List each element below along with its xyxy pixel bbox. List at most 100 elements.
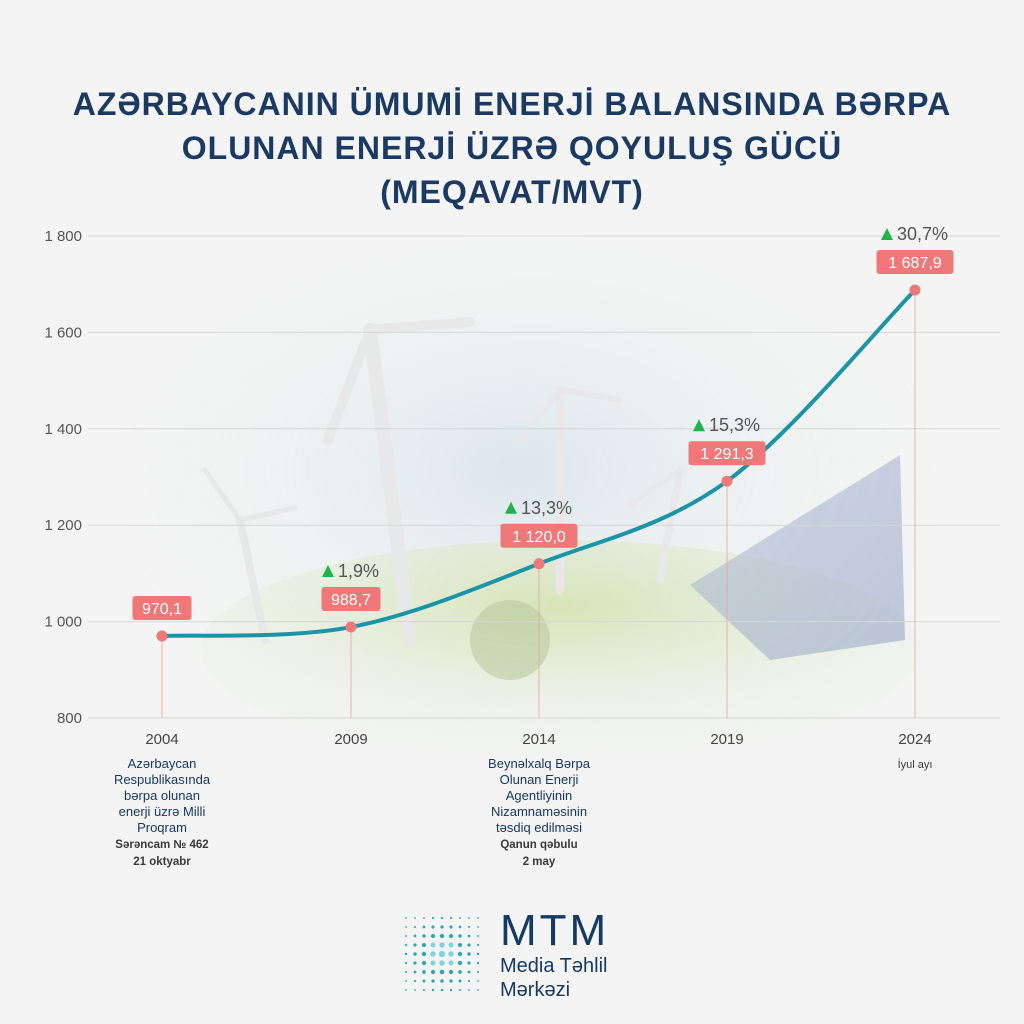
logo-brand: MTM — [500, 906, 610, 955]
logo-dot — [467, 979, 471, 983]
up-arrow-icon — [505, 501, 517, 514]
logo-dot — [404, 943, 408, 947]
logo-dot — [413, 979, 417, 983]
data-points — [156, 284, 921, 642]
logo-dot — [448, 951, 454, 957]
logo-dot — [467, 943, 471, 947]
logo-dot — [421, 951, 427, 957]
annotation-subtext: İyul ayı — [897, 759, 933, 771]
logo-dot — [458, 970, 462, 974]
logo-dot — [458, 925, 462, 929]
value-label: 988,7 — [331, 592, 371, 609]
logo-dot — [414, 917, 416, 919]
logo-dot — [477, 917, 479, 919]
data-point — [721, 475, 733, 487]
x-tick-label: 2024 — [898, 731, 931, 748]
mtm-logo-mark — [404, 916, 480, 992]
annotation-text: Respublikasında — [113, 772, 211, 787]
logo-dot — [431, 979, 435, 983]
logo-dot — [449, 916, 453, 920]
growth-label: 13,3% — [521, 498, 572, 518]
x-tick-label: 2004 — [145, 731, 178, 748]
series-line — [160, 288, 917, 639]
logo-line-2: Mərkəzi — [500, 979, 571, 1001]
logo-dot — [405, 989, 407, 991]
annotation-text: enerji üzrə Milli — [118, 804, 206, 819]
annotation-subtext: 21 oktyabr — [133, 856, 191, 868]
up-arrow-icon — [693, 419, 705, 432]
logo-dot — [431, 925, 435, 929]
x-tick-label: 2009 — [334, 731, 367, 748]
annotation-subtext: 2 may — [522, 856, 556, 868]
x-annotation: İyul ayı — [850, 756, 980, 773]
logo-dot — [449, 979, 453, 983]
chart-title: AZƏRBAYCANIN ÜMUMİ ENERJİ BALANSINDA BƏR… — [0, 82, 1024, 214]
x-annotation: Azərbaycan Respublikasında bərpa olunan ene… — [97, 756, 227, 870]
logo-dot — [413, 970, 417, 974]
logo-dot — [430, 960, 436, 966]
logo-dot — [431, 916, 435, 920]
growth-label: 15,3% — [709, 415, 760, 435]
logo-dot — [414, 989, 416, 991]
logo-dot — [458, 988, 462, 992]
data-point — [345, 621, 357, 633]
data-labels: 970,1 988,7 1,9% 1 120,0 13,3% 1 291,3 15,3% 1 … — [132, 224, 954, 621]
title-line-1: AZƏRBAYCANIN ÜMUMİ ENERJİ BALANSINDA BƏR… — [72, 86, 952, 122]
logo-dot — [413, 943, 417, 947]
growth-label: 1,9% — [338, 561, 379, 581]
logo-dot — [430, 942, 436, 948]
logo-dot — [404, 961, 408, 965]
x-annotation: Beynəlxalq Bərpa Olunan Enerji Agentliyini… — [474, 756, 604, 870]
logo-dot — [457, 951, 463, 957]
value-label: 1 291,3 — [700, 446, 753, 463]
logo-dot — [476, 952, 480, 956]
drop-lines — [161, 290, 916, 718]
up-arrow-icon — [322, 565, 334, 578]
logo-dot — [413, 925, 417, 929]
logo-dot — [468, 917, 470, 919]
annotation-text: Beynəlxalq Bərpa — [488, 756, 590, 771]
logo-dot — [476, 961, 480, 965]
logo-dot — [440, 979, 444, 983]
title-line-3: (MEQAVAT/MVT) — [380, 174, 644, 210]
logo-dot — [413, 952, 417, 956]
logo-dot — [405, 935, 407, 937]
logo-dot — [439, 969, 445, 975]
logo-dot — [413, 961, 417, 965]
logo-line-1: Media Təhlil — [500, 955, 608, 977]
up-arrow-icon — [881, 228, 893, 241]
logo-dot — [422, 970, 426, 974]
value-label-box — [876, 250, 954, 275]
x-tick-label: 2019 — [710, 731, 743, 748]
data-point — [909, 284, 921, 296]
logo-dot — [448, 969, 454, 975]
y-tick-label: 1 000 — [44, 614, 82, 631]
logo-dot — [459, 917, 461, 919]
logo-dot — [458, 979, 462, 983]
logo-dot — [467, 970, 471, 974]
logo-dot — [422, 925, 426, 929]
annotation-subtext: Qanun qəbulu — [500, 839, 578, 851]
value-label: 970,1 — [142, 601, 182, 618]
logo-dot — [405, 926, 407, 928]
annotation-text: Proqram — [137, 820, 187, 835]
annotation-subtext: Sərəncam № 462 — [115, 839, 209, 851]
logo-dot — [449, 988, 453, 992]
logo-dot — [457, 960, 463, 966]
logo-dot — [421, 960, 427, 966]
value-label-box — [688, 441, 766, 466]
annotation-text: bərpa olunan — [124, 788, 200, 803]
annotation-text: Nizamnaməsinin — [490, 804, 588, 819]
logo-dot — [430, 933, 436, 939]
logo-dot — [458, 934, 462, 938]
logo-dot — [421, 942, 427, 948]
x-axis: 2004 2009 2014 2019 2024 — [145, 731, 931, 748]
logo-dot — [448, 960, 454, 966]
value-label-box — [132, 596, 192, 621]
logo-dot — [439, 933, 445, 939]
logo-dot — [439, 960, 445, 966]
logo-dot — [476, 943, 480, 947]
background-illustration — [90, 210, 950, 760]
logo-dot — [448, 933, 454, 939]
